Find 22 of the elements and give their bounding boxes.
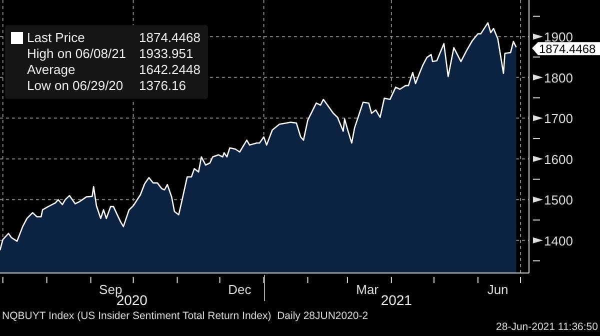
annotation: High on 06/08/21 [27, 46, 128, 62]
annotation: 1933.951 [139, 46, 194, 62]
y-tick-label: 1800 [544, 70, 573, 86]
x-tick-label: Mar [356, 282, 380, 297]
y-tick-label: 1400 [544, 233, 573, 248]
y-tick-label: 1700 [544, 111, 573, 126]
annotation: 1642.2448 [139, 62, 200, 78]
legend-label: Last Price [27, 30, 86, 46]
text: NQBUYT Index (US Insider Sentiment Total Return Index) Daily 28JUN2020-2 [2, 310, 368, 322]
y-tick-label: 1500 [544, 192, 573, 208]
text: 28-Jun-2021 11:36:50 [496, 321, 598, 333]
x-tick-label: Dec [228, 282, 252, 297]
annotation: 1376.16 [139, 78, 186, 94]
y-tick-label: 1600 [544, 152, 573, 167]
annotation: Average [27, 62, 76, 78]
price-tag: 1874.4468 [532, 42, 600, 56]
annotation: 1874.4468 [139, 30, 200, 46]
text: 2021 [380, 292, 412, 308]
x-tick-label: Jun [487, 282, 508, 297]
y-tick-label: 1900 [544, 30, 573, 45]
annotation: 1874.4468 [539, 42, 596, 56]
annotation: Low on 06/29/20 [27, 78, 124, 94]
